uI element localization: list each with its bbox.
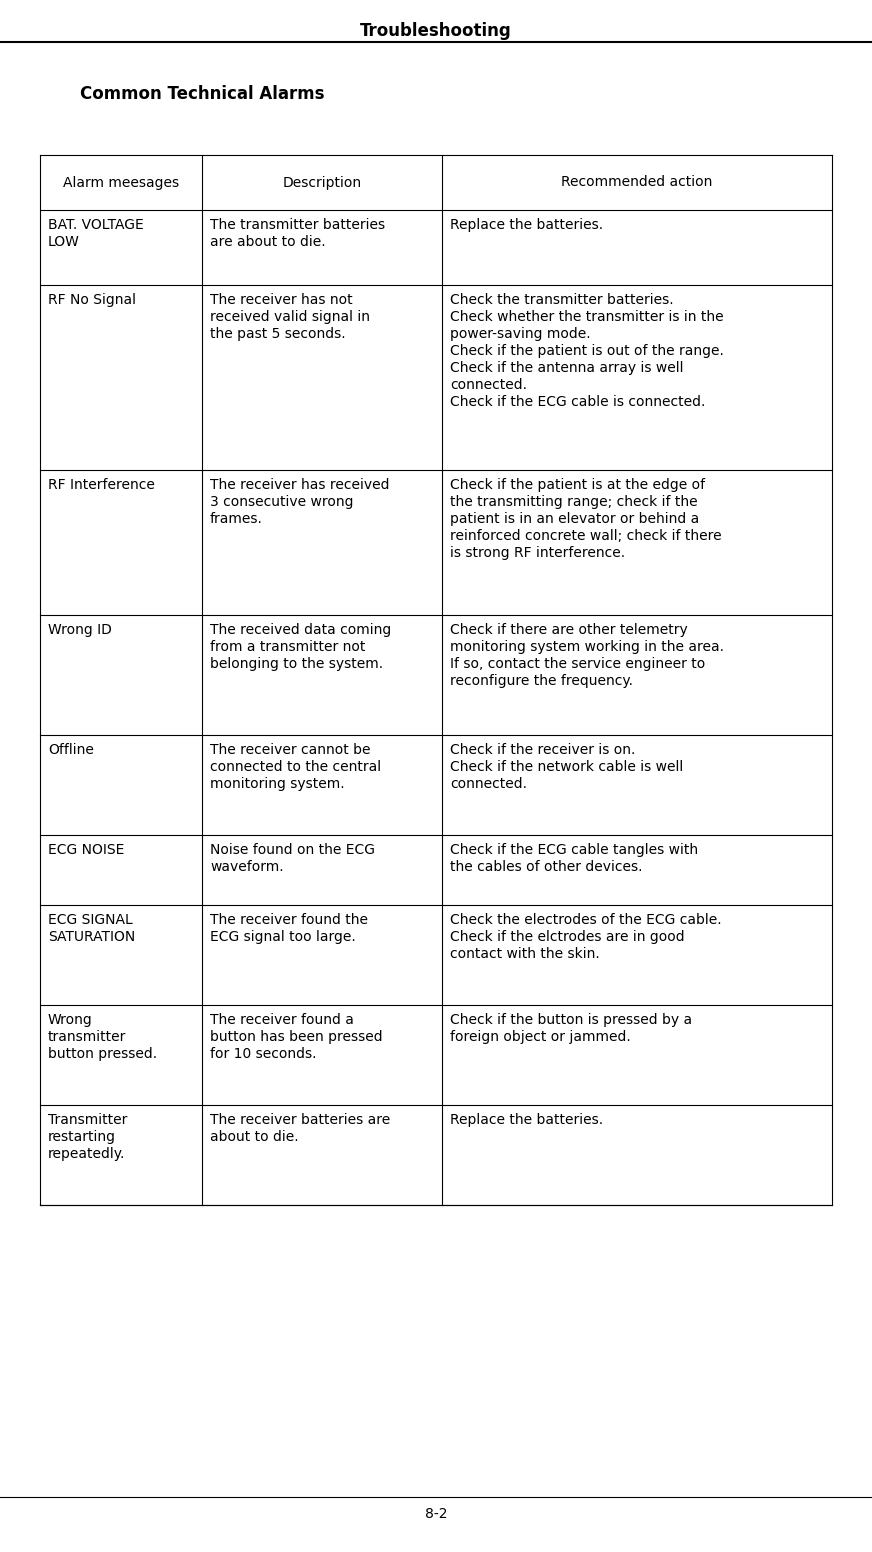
Text: for 10 seconds.: for 10 seconds. bbox=[210, 1048, 317, 1062]
Text: transmitter: transmitter bbox=[48, 1031, 126, 1044]
Text: LOW: LOW bbox=[48, 234, 80, 248]
Text: Offline: Offline bbox=[48, 743, 94, 757]
Text: repeatedly.: repeatedly. bbox=[48, 1147, 126, 1161]
Text: The transmitter batteries: The transmitter batteries bbox=[210, 217, 385, 231]
Text: Check if the patient is at the edge of: Check if the patient is at the edge of bbox=[450, 478, 705, 492]
Text: SATURATION: SATURATION bbox=[48, 930, 135, 944]
Text: The received data coming: The received data coming bbox=[210, 622, 392, 636]
Text: the cables of other devices.: the cables of other devices. bbox=[450, 860, 643, 874]
Text: belonging to the system.: belonging to the system. bbox=[210, 656, 383, 670]
Text: The receiver batteries are: The receiver batteries are bbox=[210, 1113, 391, 1127]
Text: Noise found on the ECG: Noise found on the ECG bbox=[210, 843, 375, 857]
Text: Common Technical Alarms: Common Technical Alarms bbox=[80, 85, 324, 102]
Text: Replace the batteries.: Replace the batteries. bbox=[450, 1113, 603, 1127]
Text: Check the electrodes of the ECG cable.: Check the electrodes of the ECG cable. bbox=[450, 913, 722, 927]
Text: The receiver has received: The receiver has received bbox=[210, 478, 390, 492]
Text: about to die.: about to die. bbox=[210, 1130, 298, 1144]
Text: Check the transmitter batteries.: Check the transmitter batteries. bbox=[450, 293, 674, 307]
Text: Description: Description bbox=[283, 175, 362, 189]
Text: ECG SIGNAL: ECG SIGNAL bbox=[48, 913, 133, 927]
Text: Check whether the transmitter is in the: Check whether the transmitter is in the bbox=[450, 310, 724, 324]
Text: button has been pressed: button has been pressed bbox=[210, 1031, 383, 1044]
Text: connected.: connected. bbox=[450, 778, 527, 792]
Text: are about to die.: are about to die. bbox=[210, 234, 325, 248]
Text: Alarm meesages: Alarm meesages bbox=[63, 175, 179, 189]
Text: is strong RF interference.: is strong RF interference. bbox=[450, 546, 625, 560]
Text: received valid signal in: received valid signal in bbox=[210, 310, 370, 324]
Text: reinforced concrete wall; check if there: reinforced concrete wall; check if there bbox=[450, 529, 722, 543]
Text: connected to the central: connected to the central bbox=[210, 760, 381, 774]
Text: waveform.: waveform. bbox=[210, 860, 283, 874]
Text: BAT. VOLTAGE: BAT. VOLTAGE bbox=[48, 217, 144, 231]
Text: Replace the batteries.: Replace the batteries. bbox=[450, 217, 603, 231]
Text: Wrong ID: Wrong ID bbox=[48, 622, 112, 636]
Text: 3 consecutive wrong: 3 consecutive wrong bbox=[210, 495, 353, 509]
Text: If so, contact the service engineer to: If so, contact the service engineer to bbox=[450, 656, 705, 670]
Text: Check if the receiver is on.: Check if the receiver is on. bbox=[450, 743, 636, 757]
Text: Check if the ECG cable is connected.: Check if the ECG cable is connected. bbox=[450, 396, 705, 410]
Text: ECG NOISE: ECG NOISE bbox=[48, 843, 125, 857]
Text: frames.: frames. bbox=[210, 512, 262, 526]
Text: Check if the patient is out of the range.: Check if the patient is out of the range… bbox=[450, 345, 724, 359]
Text: monitoring system.: monitoring system. bbox=[210, 778, 344, 792]
Text: RF Interference: RF Interference bbox=[48, 478, 155, 492]
Text: Check if the elctrodes are in good: Check if the elctrodes are in good bbox=[450, 930, 685, 944]
Text: restarting: restarting bbox=[48, 1130, 116, 1144]
Text: ECG signal too large.: ECG signal too large. bbox=[210, 930, 356, 944]
Text: button pressed.: button pressed. bbox=[48, 1048, 157, 1062]
Text: contact with the skin.: contact with the skin. bbox=[450, 947, 600, 961]
Text: Check if the button is pressed by a: Check if the button is pressed by a bbox=[450, 1013, 692, 1027]
Text: Check if the ECG cable tangles with: Check if the ECG cable tangles with bbox=[450, 843, 698, 857]
Text: Check if the antenna array is well: Check if the antenna array is well bbox=[450, 362, 684, 376]
Text: Transmitter: Transmitter bbox=[48, 1113, 127, 1127]
Text: Check if the network cable is well: Check if the network cable is well bbox=[450, 760, 684, 774]
Text: Check if there are other telemetry: Check if there are other telemetry bbox=[450, 622, 688, 636]
Text: patient is in an elevator or behind a: patient is in an elevator or behind a bbox=[450, 512, 699, 526]
Text: 8-2: 8-2 bbox=[425, 1507, 447, 1521]
Text: the transmitting range; check if the: the transmitting range; check if the bbox=[450, 495, 698, 509]
Text: from a transmitter not: from a transmitter not bbox=[210, 639, 365, 653]
Text: reconfigure the frequency.: reconfigure the frequency. bbox=[450, 674, 633, 688]
Text: The receiver cannot be: The receiver cannot be bbox=[210, 743, 371, 757]
Text: power-saving mode.: power-saving mode. bbox=[450, 327, 590, 341]
Text: connected.: connected. bbox=[450, 379, 527, 393]
Text: The receiver found a: The receiver found a bbox=[210, 1013, 354, 1027]
Text: the past 5 seconds.: the past 5 seconds. bbox=[210, 327, 345, 341]
Text: foreign object or jammed.: foreign object or jammed. bbox=[450, 1031, 630, 1044]
Text: RF No Signal: RF No Signal bbox=[48, 293, 136, 307]
Text: Recommended action: Recommended action bbox=[562, 175, 712, 189]
Text: Wrong: Wrong bbox=[48, 1013, 92, 1027]
Text: Troubleshooting: Troubleshooting bbox=[360, 22, 512, 40]
Text: The receiver found the: The receiver found the bbox=[210, 913, 368, 927]
Text: monitoring system working in the area.: monitoring system working in the area. bbox=[450, 639, 724, 653]
Text: The receiver has not: The receiver has not bbox=[210, 293, 352, 307]
